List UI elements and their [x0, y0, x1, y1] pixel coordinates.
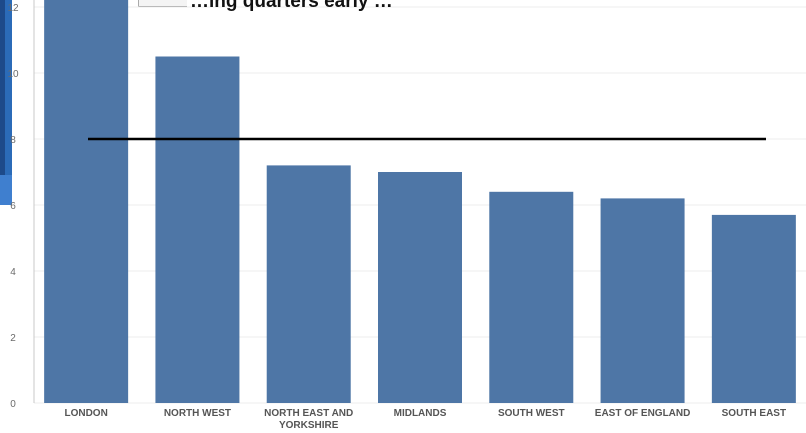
x-category-label: NORTH EAST AND [264, 408, 353, 419]
x-category-label: NORTH WEST [164, 408, 231, 419]
bar [711, 214, 796, 403]
bar [155, 56, 240, 403]
left-edge-artifact-low [0, 175, 12, 205]
left-edge-artifact-mid [5, 0, 12, 175]
x-category-label: SOUTH EAST [722, 408, 786, 419]
x-category-label: MIDLANDS [394, 408, 447, 419]
bar [44, 0, 129, 403]
y-tick-label: 6 [10, 201, 16, 212]
y-tick-label: 2 [10, 333, 16, 344]
bar [378, 172, 462, 403]
x-category-label: YORKSHIRE [279, 420, 339, 431]
y-tick-label: 10 [7, 69, 19, 80]
bar [266, 165, 351, 403]
x-category-label: LONDON [64, 408, 107, 419]
left-edge-artifact [0, 0, 5, 205]
y-tick-label: 4 [10, 267, 16, 278]
y-tick-label: 8 [10, 135, 16, 146]
y-axis-ticks: 0 2 4 6 8 10 12 [7, 3, 19, 410]
bar [489, 191, 574, 403]
y-tick-label: 12 [7, 3, 19, 14]
bars [44, 0, 796, 403]
y-tick-label: 0 [10, 399, 16, 410]
x-category-label: EAST OF ENGLAND [595, 408, 691, 419]
x-category-label: SOUTH WEST [498, 408, 565, 419]
bar [600, 198, 685, 403]
chart-title: …ing quarters early … [190, 0, 393, 12]
